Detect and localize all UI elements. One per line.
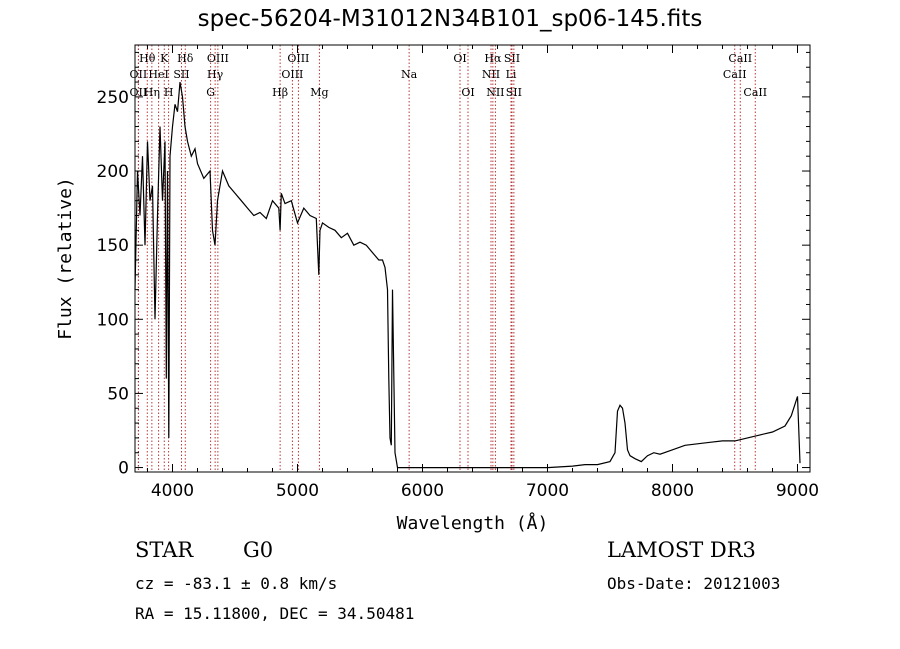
y-axis-label: Flux (relative) bbox=[55, 177, 76, 340]
spectrum-line bbox=[134, 82, 801, 469]
line-marker-label: Hθ bbox=[139, 52, 156, 65]
y-tick-label: 50 bbox=[107, 384, 129, 404]
x-axis-ticks: 4000 5000 6000 7000 8000 9000 bbox=[147, 45, 819, 501]
y-tick-label: 200 bbox=[97, 162, 129, 182]
y-tick-label: 100 bbox=[97, 310, 129, 330]
line-marker-label: SII bbox=[173, 68, 189, 81]
x-tick-label: 7000 bbox=[526, 481, 569, 501]
object-class: STAR bbox=[135, 538, 194, 562]
coordinates: RA = 15.11800, DEC = 34.50481 bbox=[135, 604, 415, 623]
line-marker-label: CaII bbox=[728, 52, 752, 65]
line-marker-label: OIII bbox=[287, 52, 309, 65]
plot-frame bbox=[134, 44, 811, 473]
line-marker-label: Mg bbox=[310, 86, 328, 99]
line-marker-label: Hδ bbox=[177, 52, 194, 65]
line-marker-label: K bbox=[160, 52, 169, 65]
redshift-velocity: cz = -83.1 ± 0.8 km/s bbox=[135, 574, 338, 593]
line-marker-label: OII bbox=[130, 86, 148, 99]
line-marker-label: Hη bbox=[144, 86, 160, 99]
line-marker-label: OI bbox=[453, 52, 466, 65]
line-marker-label: HeI bbox=[148, 68, 168, 81]
x-tick-label: 4000 bbox=[151, 481, 194, 501]
line-marker-label: Hγ bbox=[207, 68, 224, 81]
line-marker-label: H bbox=[164, 86, 174, 99]
line-marker-label: SII bbox=[506, 86, 522, 99]
x-tick-label: 5000 bbox=[276, 481, 319, 501]
y-tick-label: 150 bbox=[97, 236, 129, 256]
line-marker-label: NII bbox=[482, 68, 500, 81]
line-marker-label: OIII bbox=[207, 52, 229, 65]
x-tick-label: 9000 bbox=[776, 481, 819, 501]
line-marker-label: Hβ bbox=[272, 86, 288, 99]
object-subclass: G0 bbox=[243, 538, 274, 562]
line-marker-label: SII bbox=[504, 52, 520, 65]
x-tick-label: 6000 bbox=[401, 481, 444, 501]
line-marker-label: CaII bbox=[723, 68, 747, 81]
line-marker-label: G bbox=[206, 86, 215, 99]
y-axis-ticks: 0 50 100 150 200 250 bbox=[97, 51, 810, 479]
x-tick-label: 8000 bbox=[651, 481, 694, 501]
x-axis-label: Wavelength (Å) bbox=[397, 512, 549, 534]
line-marker-label: Hα bbox=[484, 52, 502, 65]
survey-name: LAMOST DR3 bbox=[607, 538, 756, 562]
line-marker-label: Na bbox=[401, 68, 418, 81]
y-tick-label: 250 bbox=[97, 88, 129, 108]
line-marker-label: Li bbox=[506, 68, 517, 81]
line-marker-label: OIII bbox=[281, 68, 303, 81]
observation-date: Obs-Date: 20121003 bbox=[607, 574, 781, 593]
line-marker-label: OI bbox=[461, 86, 474, 99]
line-marker-label: NII bbox=[486, 86, 504, 99]
chart-title: spec-56204-M31012N34B101_sp06-145.fits bbox=[197, 6, 703, 32]
y-tick-label: 0 bbox=[118, 459, 129, 479]
line-marker-label: CaII bbox=[743, 86, 767, 99]
